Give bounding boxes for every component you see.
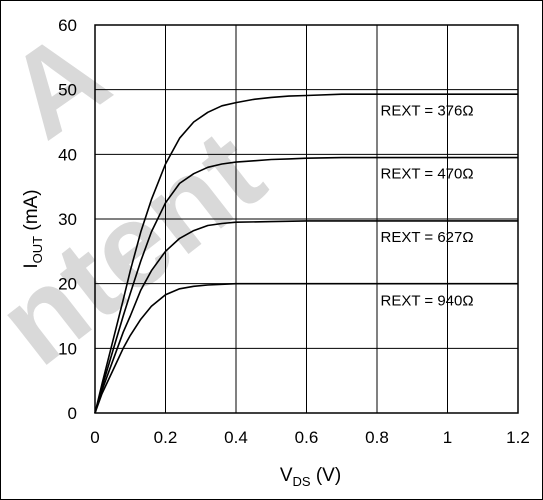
x-tick-label: 1 xyxy=(443,428,452,447)
y-tick-label: 0 xyxy=(68,404,77,423)
y-tick-label: 30 xyxy=(58,210,77,229)
series-layer xyxy=(94,93,518,414)
series-line-2 xyxy=(94,156,518,414)
y-tick-label: 40 xyxy=(58,145,77,164)
y-tick-label: 50 xyxy=(58,81,77,100)
tick-labels: 0 0.2 0.4 0.6 0.8 1 1.2 0 10 20 30 40 50 60 xyxy=(58,16,530,447)
series-label: REXT = 376Ω xyxy=(381,102,474,119)
x-tick-label: 1.2 xyxy=(506,428,530,447)
x-axis-title: VDS (V) xyxy=(280,465,341,489)
series-label: REXT = 627Ω xyxy=(381,229,474,246)
x-tick-label: 0 xyxy=(90,428,99,447)
x-tick-label: 0.8 xyxy=(365,428,389,447)
series-line-3 xyxy=(94,220,518,414)
x-tick-label: 0.6 xyxy=(295,428,319,447)
axis-titles: VDS (V) IOUT (mA) xyxy=(21,189,341,489)
grid xyxy=(94,24,519,414)
series-line-1 xyxy=(94,93,518,414)
plot-border xyxy=(94,24,519,414)
y-tick-label: 20 xyxy=(58,275,77,294)
series-label: REXT = 470Ω xyxy=(381,166,474,183)
series-line-4 xyxy=(94,282,518,414)
x-tick-label: 0.2 xyxy=(154,428,178,447)
y-tick-label: 60 xyxy=(58,16,77,35)
y-tick-label: 10 xyxy=(58,339,77,358)
series-label: REXT = 940Ω xyxy=(381,292,474,309)
x-tick-label: 0.4 xyxy=(224,428,248,447)
series-labels: REXT = 376Ω REXT = 470Ω REXT = 627Ω REXT = … xyxy=(381,102,474,309)
y-axis-title: IOUT (mA) xyxy=(21,189,45,268)
